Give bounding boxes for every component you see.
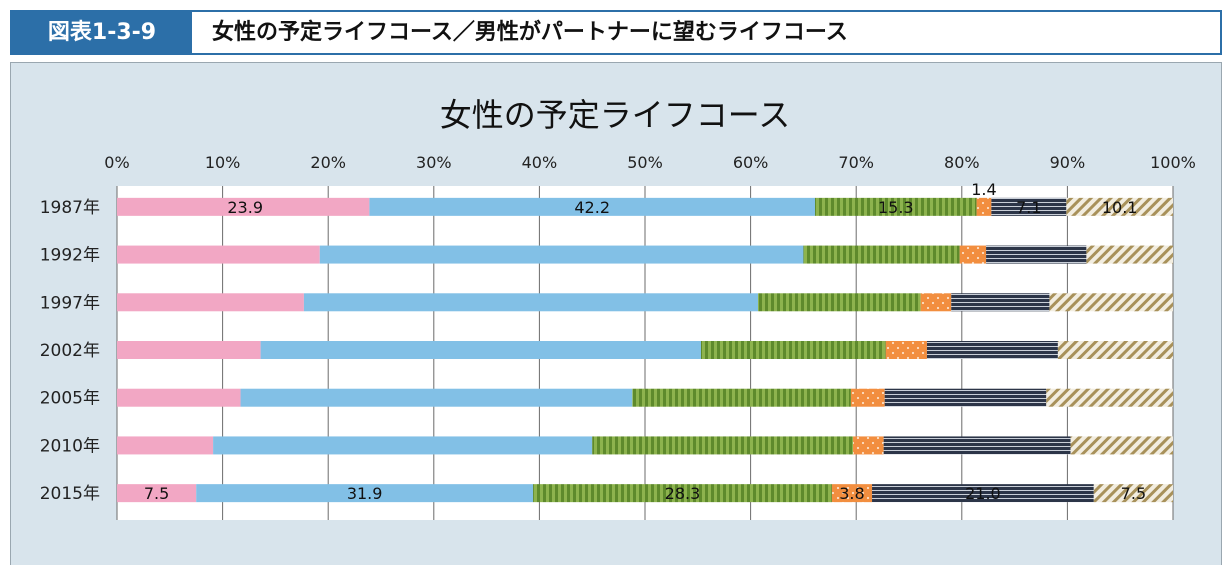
data-label: 21.0 <box>965 484 1001 503</box>
y-category-label: 1987年 <box>40 198 100 218</box>
data-label: 10.1 <box>1102 198 1138 217</box>
bar-segment <box>1057 341 1173 359</box>
data-labels: 23.9 42.2 15.3 1.4 7.1 10.1 7.5 31.9 28.3 3.8 21.0… <box>144 180 1146 503</box>
x-tick-label: 50% <box>627 153 663 172</box>
bar-segment <box>533 484 832 503</box>
x-tick-label: 60% <box>733 153 769 172</box>
bar-segment <box>1086 245 1173 264</box>
y-axis-labels: 1987年 1992年 1997年 2002年 2005年 2010年 2015年 <box>40 198 100 504</box>
bar-segment <box>592 436 854 455</box>
figure-header: 図表1-3-9 女性の予定ライフコース／男性がパートナーに望むライフコース <box>10 10 1222 55</box>
y-category-label: 2010年 <box>40 436 100 456</box>
y-category-label: 2005年 <box>40 389 100 409</box>
data-label: 7.5 <box>144 484 169 503</box>
bar-segment <box>260 341 701 359</box>
bar-segment <box>991 197 1067 216</box>
bar-segment <box>369 197 816 216</box>
bar-segment <box>1046 388 1173 407</box>
bar-segment <box>117 341 261 359</box>
bar-segment <box>850 388 885 407</box>
y-category-label: 1992年 <box>40 246 100 266</box>
bar-segment <box>920 293 952 312</box>
data-label: 31.9 <box>347 484 383 503</box>
bar-segment <box>885 341 927 359</box>
bar-segment <box>213 436 593 455</box>
bar-segment <box>986 245 1087 264</box>
bar-segment <box>959 245 987 264</box>
bar-segment <box>884 388 1047 407</box>
bar-segment <box>1070 436 1173 455</box>
x-tick-label: 40% <box>522 153 558 172</box>
y-category-label: 1997年 <box>40 293 100 313</box>
data-label: 15.3 <box>878 198 914 217</box>
figure-title: 女性の予定ライフコース／男性がパートナーに望むライフコース <box>212 20 848 45</box>
bar-segment <box>700 341 886 359</box>
x-tick-label: 70% <box>838 153 874 172</box>
bar-segment <box>883 436 1071 455</box>
bar-segment <box>831 484 873 503</box>
bar-segment <box>926 341 1058 359</box>
data-label: 42.2 <box>574 198 610 217</box>
chart-title: 女性の予定ライフコース <box>439 96 791 134</box>
data-label: 1.4 <box>971 180 996 199</box>
bars <box>117 197 1173 503</box>
bar-segment <box>1066 197 1173 216</box>
bar-segment <box>803 245 960 264</box>
figure-label: 図表1-3-9 <box>12 12 192 53</box>
data-label: 23.9 <box>227 198 263 217</box>
bar-segment <box>951 293 1050 312</box>
bar-segment <box>117 436 214 455</box>
bar-segment <box>872 484 1094 503</box>
bar-segment <box>1093 484 1173 503</box>
bar-segment <box>757 293 921 312</box>
bar-segment <box>303 293 758 312</box>
x-tick-label: 10% <box>205 153 241 172</box>
bar-segment <box>117 388 241 407</box>
y-category-label: 2002年 <box>40 341 100 361</box>
data-label: 7.5 <box>1121 484 1146 503</box>
data-label: 7.1 <box>1016 198 1041 217</box>
x-tick-label: 100% <box>1150 153 1196 172</box>
x-tick-label: 80% <box>944 153 980 172</box>
bar-segment <box>1049 293 1173 312</box>
bar-segment <box>196 484 534 503</box>
bar-segment <box>240 388 633 407</box>
bar-segment <box>319 245 804 264</box>
x-tick-label: 20% <box>310 153 346 172</box>
data-label: 28.3 <box>665 484 701 503</box>
bar-segment <box>976 197 992 216</box>
x-axis-ticks: 0% 10% 20% 30% 40% 50% 60% 70% 80% 90% 100% <box>104 153 1196 172</box>
data-label: 3.8 <box>839 484 864 503</box>
x-tick-label: 90% <box>1050 153 1086 172</box>
bar-segment <box>815 197 977 216</box>
y-category-label: 2015年 <box>40 484 100 504</box>
x-tick-label: 30% <box>416 153 452 172</box>
bar-segment <box>117 484 197 503</box>
bar-segment <box>632 388 851 407</box>
bar-segment <box>117 293 304 312</box>
bar-segment <box>117 197 370 216</box>
bar-segment <box>117 245 320 264</box>
bar-segment <box>853 436 884 455</box>
x-tick-label: 0% <box>104 153 129 172</box>
